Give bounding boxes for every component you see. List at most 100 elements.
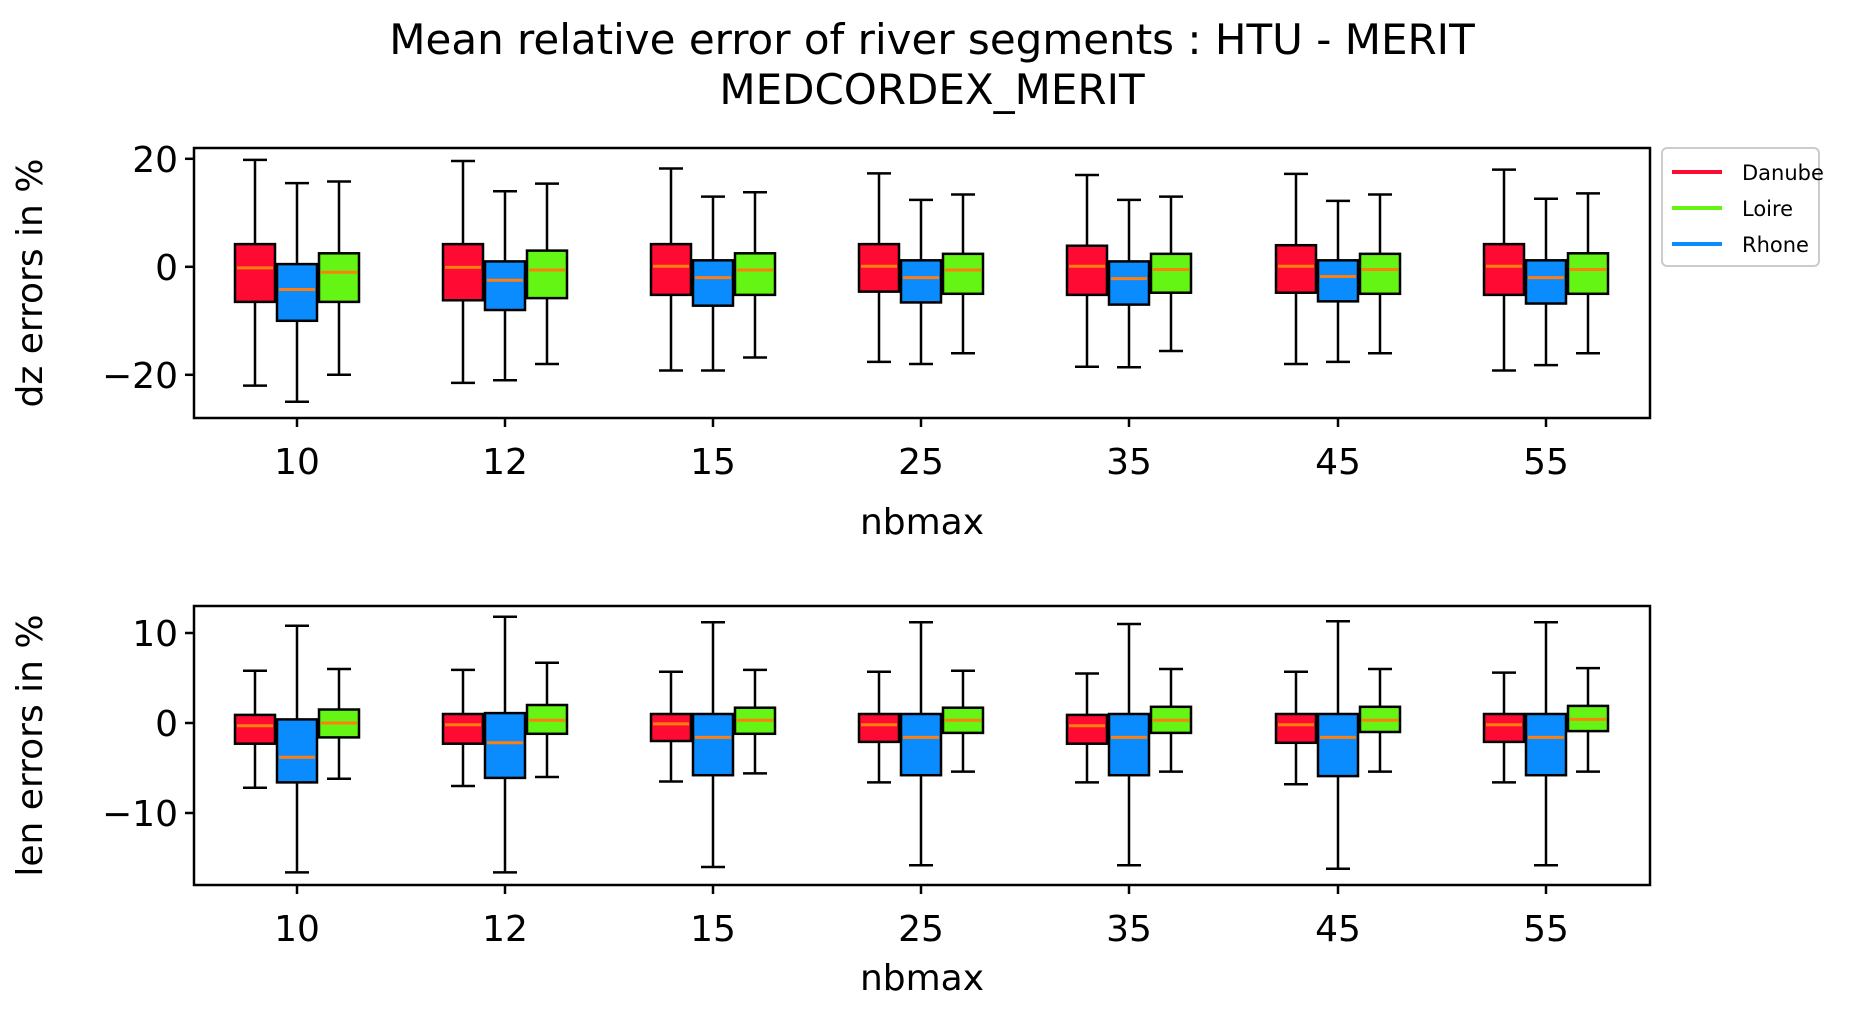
x-tick-label: 35 [1106,909,1152,950]
box-danube-35 [1065,173,1109,368]
x-tick-label: 15 [690,442,736,483]
panels-group: 20 0 −20 10 12 15 25 35 45 55 nbmax dz errors in % 1… [10,140,1652,999]
x-axis-label: nbmax [860,502,984,543]
x-tick-label: 10 [274,442,320,483]
legend-item-rhone: Rhone [1672,233,1809,257]
x-tick-label: 25 [898,909,944,950]
box-loire-10 [317,667,361,781]
x-tick-label: 35 [1106,442,1152,483]
y-axis-label: len errors in % [10,614,51,876]
box-body [317,252,361,304]
y-tick-label: 20 [132,140,178,181]
box-body [1107,712,1151,777]
box-body [691,712,735,777]
box-body [233,242,277,304]
box-body [1482,712,1526,744]
box-body [733,252,777,297]
box-body [441,712,485,745]
legend-label: Danube [1742,161,1824,185]
box-danube-10 [233,158,277,387]
box-body [275,262,319,323]
box-loire-15 [733,191,777,359]
chart-title-line1: Mean relative error of river segments : … [389,15,1475,64]
box-loire-12 [525,182,569,366]
box-body [483,260,527,312]
box-body [1482,242,1526,297]
box-body [1524,259,1568,305]
box-body [1566,252,1610,296]
box-loire-55 [1566,192,1610,355]
box-body [483,711,527,780]
y-tick-label: 0 [155,248,178,289]
box-rhone-15 [691,195,735,372]
box-body [1274,243,1318,294]
x-tick-label: 10 [274,909,320,950]
box-loire-10 [317,180,361,377]
box-rhone-55 [1524,620,1568,867]
box-body [899,259,943,304]
box-body [1065,244,1109,297]
x-tick-label: 12 [482,909,528,950]
box-body [857,242,901,293]
box-body [1316,259,1360,303]
box-rhone-25 [899,620,943,867]
box-rhone-10 [275,181,319,404]
box-body [441,242,485,302]
x-tick-label: 45 [1315,909,1361,950]
chart-panel-1: 20 0 −20 10 12 15 25 35 45 55 nbmax dz errors in % [10,140,1652,543]
x-tick-label: 25 [898,442,944,483]
box-body [1149,252,1193,294]
legend-item-loire: Loire [1672,197,1793,221]
y-tick-label: 10 [132,614,178,655]
box-loire-45 [1358,667,1402,773]
y-axis-label: dz errors in % [10,158,51,407]
box-body [1107,260,1151,306]
box-danube-55 [1482,671,1526,784]
box-danube-25 [857,670,901,784]
box-rhone-12 [483,615,527,874]
box-rhone-10 [275,624,319,874]
box-body [1358,252,1402,296]
box-danube-15 [649,167,693,372]
box-danube-15 [649,670,693,783]
box-body [941,252,985,296]
y-tick-label: 0 [155,704,178,745]
box-loire-25 [941,193,985,355]
x-tick-label: 55 [1523,909,1569,950]
chart-title-line2: MEDCORDEX_MERIT [719,65,1145,114]
legend-label: Rhone [1742,233,1809,257]
y-tick-label: −20 [102,356,178,397]
box-body [233,713,277,745]
box-body [1065,713,1109,745]
box-loire-35 [1149,667,1193,773]
box-danube-35 [1065,672,1109,784]
box-rhone-55 [1524,197,1568,367]
box-danube-45 [1274,172,1318,366]
x-tick-label: 15 [690,909,736,950]
box-body [275,718,319,784]
x-tick-label: 55 [1523,442,1569,483]
box-loire-25 [941,669,985,773]
x-tick-label: 12 [482,442,528,483]
box-body [649,242,693,297]
box-danube-12 [441,159,485,385]
box-body [1274,712,1318,745]
legend-label: Loire [1742,197,1793,221]
box-body [691,259,735,307]
box-body [857,712,901,744]
box-loire-35 [1149,195,1193,353]
box-rhone-45 [1316,199,1360,364]
x-axis-label: nbmax [860,958,984,999]
box-danube-55 [1482,168,1526,372]
box-body [1316,712,1360,778]
box-body [899,712,943,777]
y-tick-label: −10 [102,794,178,835]
box-body [1524,712,1568,777]
box-danube-10 [233,669,277,790]
box-rhone-45 [1316,620,1360,871]
legend: Danube Loire Rhone [1661,147,1824,267]
chart-panel-2: 10 0 −10 10 12 15 25 35 45 55 nbmax len errors in % [10,604,1652,999]
box-danube-12 [441,668,485,788]
box-loire-45 [1358,193,1402,355]
